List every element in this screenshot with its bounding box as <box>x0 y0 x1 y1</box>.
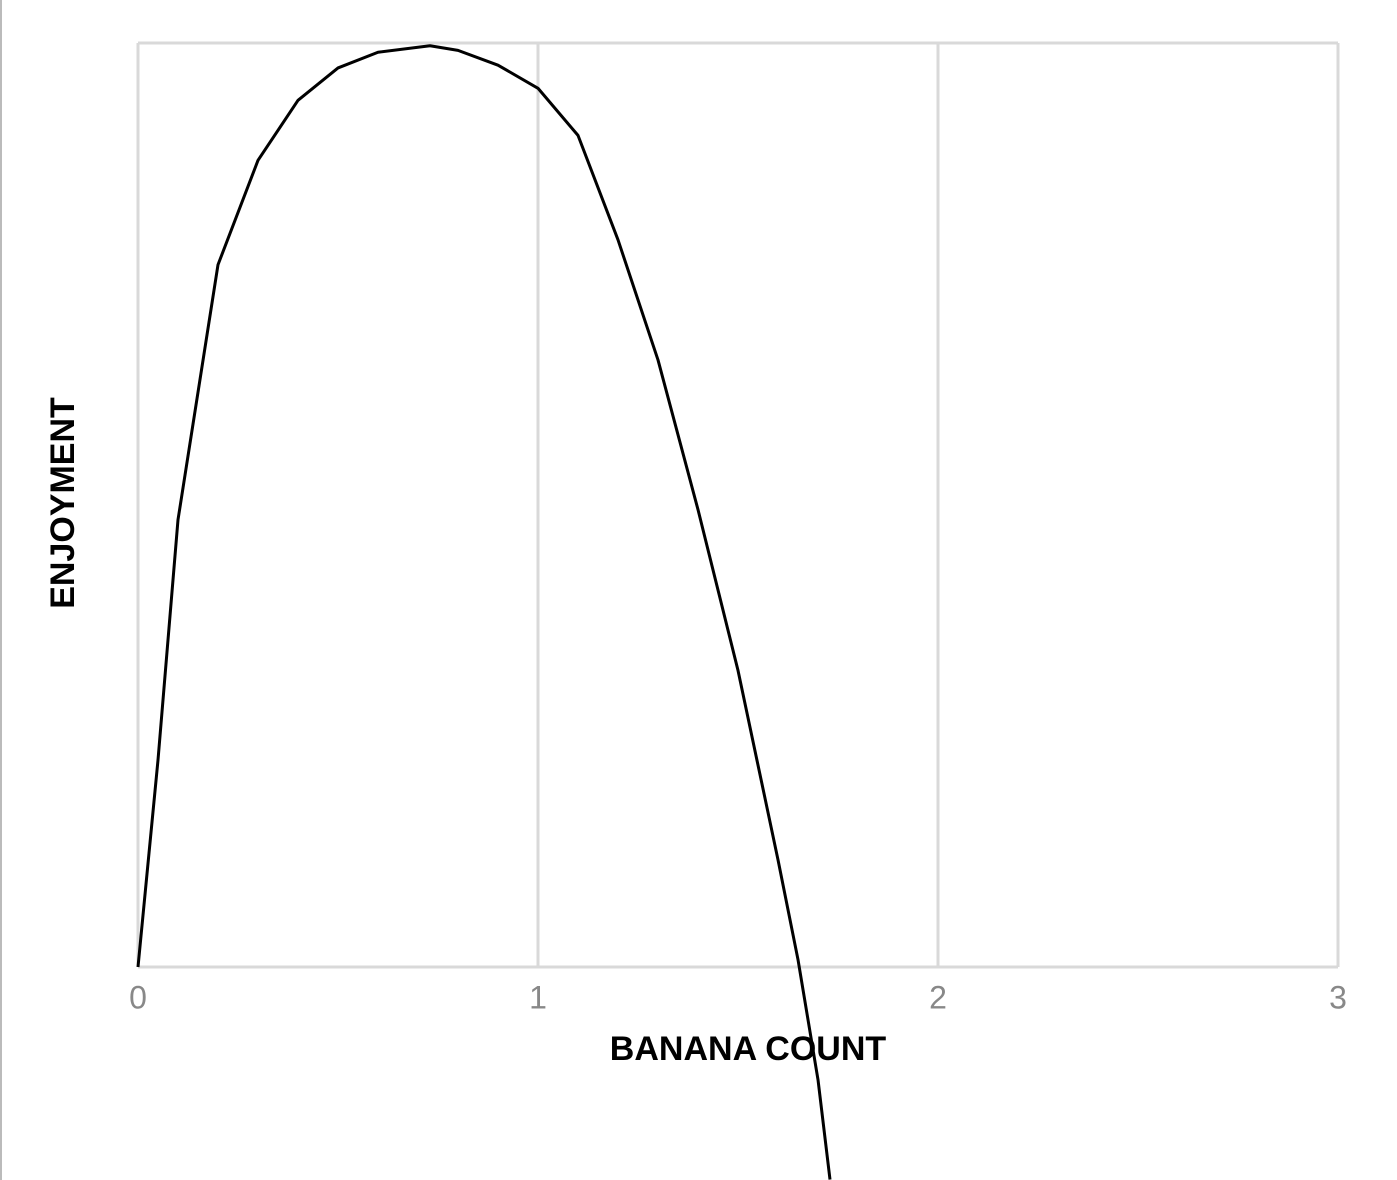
x-tick-label: 1 <box>529 979 547 1015</box>
x-tick-label: 2 <box>929 979 947 1015</box>
line-series <box>136 44 832 1180</box>
y-axis-title: ENJOYMENT <box>44 397 82 609</box>
x-tick-label: 3 <box>1329 979 1347 1015</box>
x-tick-label: 0 <box>129 979 147 1015</box>
x-axis-title: BANANA COUNT <box>610 1030 887 1068</box>
